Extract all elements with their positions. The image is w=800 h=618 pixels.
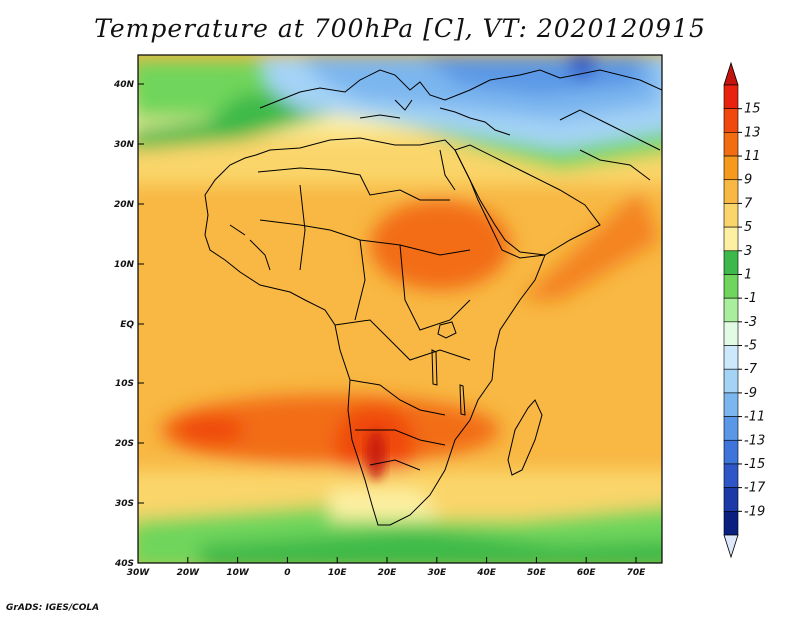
colorbar-label: -11 — [744, 410, 765, 425]
y-tick-label: 10N — [114, 260, 135, 270]
y-tick-label: 40S — [114, 559, 134, 569]
x-tick-label: 60E — [577, 568, 597, 578]
field-hot-west — [175, 415, 245, 445]
x-tick-label: 70E — [627, 568, 647, 578]
colorbar-label: 7 — [744, 196, 753, 211]
map-frame — [137, 54, 663, 564]
europe-coastline — [259, 69, 662, 181]
colorbar-label: 13 — [744, 125, 761, 140]
x-tick-label: 10W — [226, 568, 250, 578]
y-tick-label: 30S — [115, 499, 134, 509]
x-tick-label: 20W — [177, 568, 201, 578]
colorbar-label: 15 — [744, 102, 761, 117]
colorbar-label: 11 — [744, 149, 761, 164]
colorbar-segment — [723, 226, 739, 252]
x-tick-label: 30E — [427, 568, 447, 578]
colorbar: 15 13 11 9 7 5 3 1 -1 -3 -5 -7 -9 -11 -13 -15 -17 -19 — [723, 61, 766, 559]
x-tick-label: 0 — [284, 568, 290, 578]
colorbar-segment — [723, 155, 739, 181]
colorbar-label: -5 — [744, 339, 757, 354]
field-hot-core — [366, 430, 386, 480]
field-south-green — [200, 530, 662, 563]
field-warm-sahel — [370, 200, 510, 290]
lake-victoria — [437, 321, 457, 339]
colorbar-label: -17 — [744, 481, 766, 496]
lake-malawi — [459, 384, 466, 416]
colorbar-label: 1 — [744, 267, 752, 282]
credit-text: GrADS: IGES/COLA — [6, 603, 100, 613]
madagascar-coastline — [507, 399, 543, 476]
colorbar-segment — [723, 274, 739, 299]
y-tick-label: 40N — [113, 80, 135, 90]
y-tick-label: 30N — [114, 140, 135, 150]
field-warm-indian — [520, 190, 660, 300]
colorbar-label: -19 — [744, 504, 765, 519]
x-tick-label: 40E — [476, 568, 497, 578]
colorbar-segment — [723, 132, 739, 157]
x-tick-label: 20E — [378, 568, 398, 578]
colorbar-segment — [723, 321, 739, 346]
colorbar-segment — [723, 511, 739, 536]
y-tick-label: EQ — [120, 320, 134, 330]
arabia-coastline — [454, 144, 601, 256]
y-axis-ticks: 40N 30N 20N 10N EQ 10S 20S 30S 40S — [113, 80, 144, 569]
x-tick-label: 30W — [127, 568, 151, 578]
colorbar-segment — [723, 179, 739, 204]
colorbar-segment — [723, 439, 739, 465]
y-tick-label: 10S — [115, 379, 134, 389]
y-tick-label: 20S — [115, 439, 134, 449]
colorbar-segment — [723, 84, 739, 109]
colorbar-segment — [723, 108, 739, 133]
colorbar-segment — [723, 203, 739, 228]
y-tick-label: 20N — [114, 200, 135, 210]
colorbar-label: -3 — [744, 315, 757, 330]
colorbar-segment — [723, 463, 739, 488]
colorbar-segment — [723, 368, 739, 394]
x-tick-label: 50E — [527, 568, 547, 578]
x-tick-label: 10E — [328, 568, 348, 578]
border-lines — [229, 149, 471, 471]
lake-tanganyika — [431, 349, 438, 386]
page-title: Temperature at 700hPa [C], VT: 202012091… — [94, 14, 706, 43]
colorbar-label: 3 — [744, 244, 752, 259]
colorbar-segment — [723, 392, 739, 417]
colorbar-label: -15 — [744, 457, 765, 472]
colorbar-top-arrow — [723, 61, 739, 86]
colorbar-label: -13 — [744, 433, 765, 448]
colorbar-segment — [723, 297, 739, 323]
colorbar-label: -1 — [744, 291, 757, 306]
colorbar-segment — [723, 250, 739, 275]
colorbar-label: 9 — [744, 173, 752, 188]
colorbar-segment — [723, 416, 739, 441]
field-band-green-west — [138, 90, 330, 150]
colorbar-bottom-arrow — [723, 534, 739, 559]
temperature-field — [138, 55, 662, 563]
x-axis-ticks: 30W 20W 10W 0 10E 20E 30E 40E 50E 60E 70E — [127, 557, 646, 578]
colorbar-label: 5 — [744, 220, 752, 235]
colorbar-segment — [723, 487, 739, 512]
colorbar-label: -7 — [744, 362, 758, 377]
colorbar-segment — [723, 345, 739, 370]
coastlines — [204, 69, 662, 526]
field-warm-south-atlantic — [160, 395, 500, 465]
colorbar-label: -9 — [744, 386, 757, 401]
